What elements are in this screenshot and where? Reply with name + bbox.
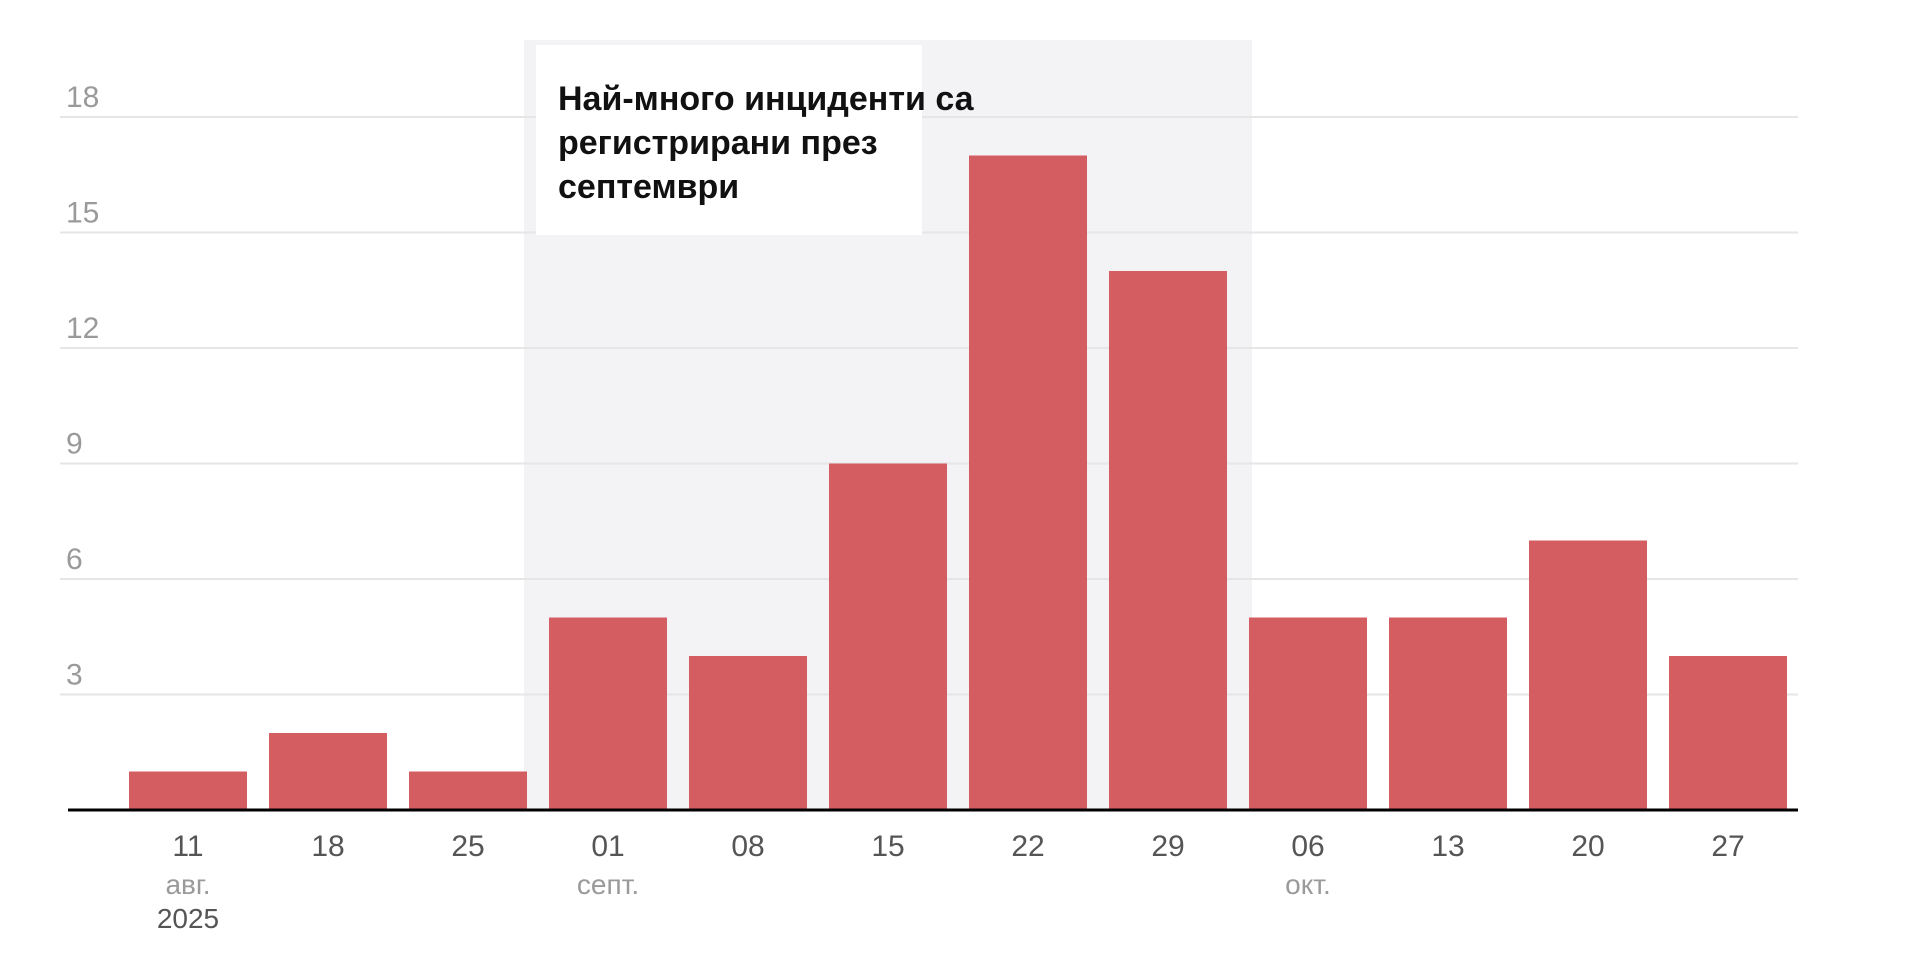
- x-tick-label: 13: [1431, 830, 1464, 863]
- bar-15: [829, 463, 947, 810]
- x-tick-label: 25: [451, 830, 484, 863]
- x-tick-label: 08: [731, 830, 764, 863]
- month-label: септ.: [577, 869, 639, 900]
- bar-20: [1529, 540, 1647, 810]
- bar-29: [1109, 271, 1227, 810]
- y-tick-label: 9: [66, 428, 83, 461]
- bar-11: [129, 771, 247, 810]
- annotation-box: Най-много инциденти са регистрирани през с…: [536, 45, 975, 235]
- bar-27: [1669, 656, 1787, 810]
- x-axis-month-labels: авг.2025 септ. окт.: [157, 869, 1331, 934]
- bars: [129, 155, 1787, 810]
- annotation-background: [536, 45, 922, 235]
- y-tick-label: 6: [66, 543, 83, 576]
- annotation-line: Най-много инциденти са: [558, 80, 975, 118]
- x-tick-label: 11: [172, 830, 203, 863]
- x-tick-label: 20: [1571, 830, 1604, 863]
- x-tick-label: 27: [1711, 830, 1744, 863]
- y-tick-label: 3: [66, 659, 83, 692]
- y-tick-label: 18: [66, 81, 99, 114]
- bar-18: [269, 733, 387, 810]
- y-tick-label: 15: [66, 197, 99, 230]
- y-tick-label: 12: [66, 312, 99, 345]
- x-tick-label: 18: [311, 830, 344, 863]
- month-label: окт.: [1285, 869, 1331, 900]
- annotation-line: регистрирани през: [558, 124, 878, 162]
- x-tick-label: 29: [1151, 830, 1184, 863]
- x-tick-label: 15: [871, 830, 904, 863]
- x-tick-label: 06: [1291, 830, 1324, 863]
- y-axis-tick-labels: 3 6 9 12 15 18: [66, 81, 99, 692]
- month-label: авг.: [165, 869, 210, 900]
- x-axis-tick-labels: 11 18 25 01 08 15 22 29 06 13 20 27: [172, 830, 1744, 863]
- bar-22: [969, 155, 1087, 810]
- x-tick-label: 22: [1011, 830, 1044, 863]
- bar-08: [689, 656, 807, 810]
- bar-13: [1389, 617, 1507, 810]
- bar-01: [549, 617, 667, 810]
- annotation-line: септември: [558, 168, 739, 206]
- year-label: 2025: [157, 903, 219, 934]
- x-tick-label: 01: [591, 830, 624, 863]
- bar-06: [1249, 617, 1367, 810]
- bar-25: [409, 771, 527, 810]
